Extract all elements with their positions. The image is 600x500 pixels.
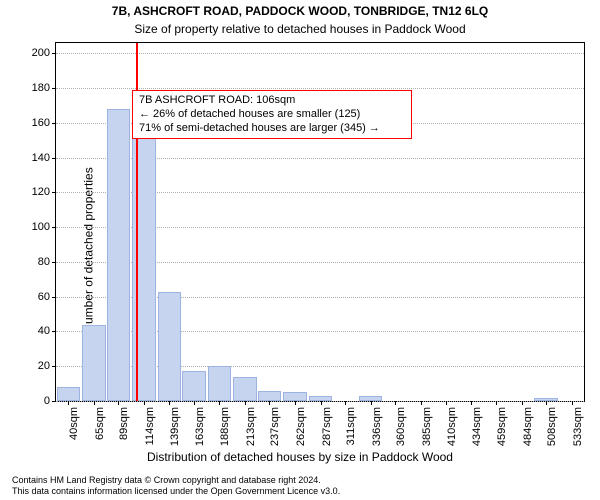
histogram-bar: [82, 325, 105, 401]
annotation-line-1: 7B ASHCROFT ROAD: 106sqm: [139, 94, 405, 108]
xtick-mark: [295, 401, 296, 405]
ytick-mark: [52, 123, 56, 124]
histogram-bar: [258, 391, 281, 401]
footer-text: Contains HM Land Registry data © Crown c…: [12, 475, 340, 496]
histogram-bar: [283, 392, 306, 401]
ytick-label: 120: [32, 186, 50, 198]
xtick-mark: [94, 401, 95, 405]
xtick-label: 484sqm: [522, 407, 534, 446]
xtick-mark: [471, 401, 472, 405]
x-axis-label: Distribution of detached houses by size …: [0, 450, 600, 464]
xtick-mark: [395, 401, 396, 405]
xtick-label: 89sqm: [118, 407, 130, 440]
ytick-label: 140: [32, 152, 50, 164]
xtick-mark: [245, 401, 246, 405]
ytick-label: 200: [32, 47, 50, 59]
plot-area: 02040608010012014016018020040sqm65sqm89s…: [55, 42, 585, 402]
xtick-mark: [572, 401, 573, 405]
xtick-label: 311sqm: [345, 407, 357, 445]
xtick-mark: [144, 401, 145, 405]
ytick-mark: [52, 53, 56, 54]
histogram-bar: [158, 292, 181, 401]
ytick-label: 60: [38, 291, 50, 303]
xtick-mark: [118, 401, 119, 405]
histogram-bar: [233, 377, 256, 401]
xtick-label: 262sqm: [295, 407, 307, 446]
xtick-mark: [446, 401, 447, 405]
annotation-box: 7B ASHCROFT ROAD: 106sqm ← 26% of detach…: [132, 90, 412, 139]
xtick-label: 65sqm: [94, 407, 106, 440]
xtick-mark: [345, 401, 346, 405]
chart-title-sub: Size of property relative to detached ho…: [0, 22, 600, 36]
ytick-mark: [52, 227, 56, 228]
chart-title-main: 7B, ASHCROFT ROAD, PADDOCK WOOD, TONBRID…: [0, 4, 600, 18]
histogram-bar: [208, 366, 231, 401]
xtick-label: 188sqm: [219, 407, 231, 446]
xtick-mark: [321, 401, 322, 405]
xtick-mark: [169, 401, 170, 405]
ytick-label: 100: [32, 221, 50, 233]
ytick-label: 40: [38, 325, 50, 337]
annotation-line-3: 71% of semi-detached houses are larger (…: [139, 122, 405, 136]
footer-line-1: Contains HM Land Registry data © Crown c…: [12, 475, 340, 485]
annotation-line-2: ← 26% of detached houses are smaller (12…: [139, 108, 405, 122]
ytick-mark: [52, 262, 56, 263]
xtick-mark: [194, 401, 195, 405]
xtick-label: 163sqm: [194, 407, 206, 446]
ytick-label: 20: [38, 360, 50, 372]
histogram-bar: [182, 371, 205, 401]
ytick-label: 160: [32, 117, 50, 129]
xtick-label: 114sqm: [144, 407, 156, 445]
ytick-mark: [52, 331, 56, 332]
xtick-label: 336sqm: [371, 407, 383, 446]
ytick-mark: [52, 88, 56, 89]
ytick-mark: [52, 192, 56, 193]
xtick-mark: [421, 401, 422, 405]
xtick-label: 213sqm: [245, 407, 257, 446]
ytick-mark: [52, 401, 56, 402]
ytick-mark: [52, 297, 56, 298]
xtick-label: 410sqm: [446, 407, 458, 446]
xtick-mark: [371, 401, 372, 405]
xtick-label: 434sqm: [471, 407, 483, 446]
xtick-mark: [496, 401, 497, 405]
footer-line-2: This data contains information licensed …: [12, 486, 340, 496]
xtick-mark: [522, 401, 523, 405]
xtick-mark: [269, 401, 270, 405]
xtick-label: 237sqm: [269, 407, 281, 446]
xtick-label: 459sqm: [496, 407, 508, 446]
histogram-bar: [57, 387, 80, 401]
xtick-mark: [219, 401, 220, 405]
ytick-label: 180: [32, 82, 50, 94]
xtick-label: 40sqm: [68, 407, 80, 440]
xtick-label: 139sqm: [169, 407, 181, 446]
xtick-label: 385sqm: [421, 407, 433, 446]
xtick-label: 533sqm: [572, 407, 584, 446]
xtick-mark: [68, 401, 69, 405]
ytick-label: 0: [44, 395, 50, 407]
xtick-mark: [546, 401, 547, 405]
ytick-mark: [52, 366, 56, 367]
ytick-label: 80: [38, 256, 50, 268]
histogram-bar: [107, 109, 130, 401]
xtick-label: 287sqm: [321, 407, 333, 446]
xtick-label: 508sqm: [546, 407, 558, 446]
ytick-mark: [52, 158, 56, 159]
xtick-label: 360sqm: [395, 407, 407, 446]
